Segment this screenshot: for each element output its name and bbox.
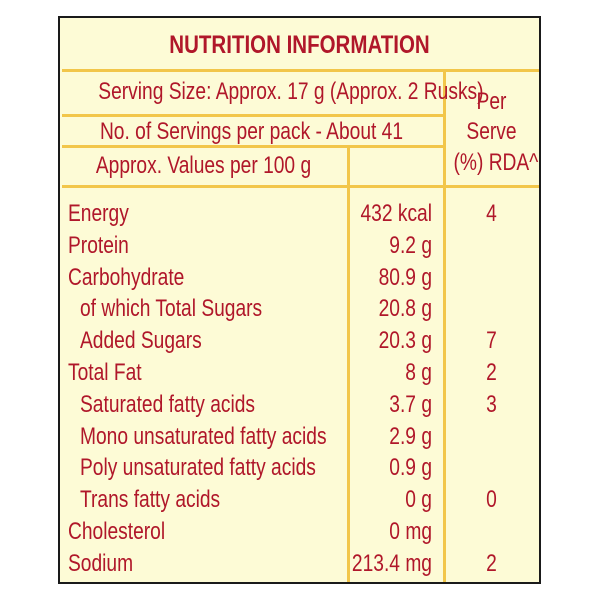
nutrient-value: 80.9 g [378, 263, 432, 291]
nutrient-rda: 3 [486, 390, 497, 418]
nutrient-name: Cholesterol [68, 518, 166, 545]
nutrient-value: 0 mg [389, 518, 432, 545]
nutrition-panel: NUTRITION INFORMATION Serving Size: Appr… [58, 16, 541, 584]
nutrient-value: 432 kcal [360, 200, 432, 227]
nutrient-rda: 0 [486, 486, 497, 514]
nutrient-value: 2.9 g [389, 422, 432, 450]
nutrient-name: Saturated fatty acids [80, 390, 256, 418]
value-column-divider [347, 145, 350, 582]
nutrient-name: Protein [68, 231, 129, 259]
nutrient-value: 213.4 mg [351, 549, 432, 577]
nutrient-name: Sodium [68, 549, 134, 577]
nutrient-rda: 7 [486, 327, 497, 355]
values-per-100g: Approx. Values per 100 g [95, 152, 312, 179]
nutrient-name: of which Total Sugars [80, 295, 263, 323]
per-serve-header-line-1: Per [476, 88, 507, 115]
nutrient-name: Total Fat [68, 359, 142, 386]
nutrient-rda: 4 [486, 200, 497, 227]
rda-column-divider [443, 69, 446, 582]
nutrient-value: 20.8 g [378, 295, 432, 323]
per-serve-header-line-2: Serve [466, 118, 517, 145]
servings-divider [62, 145, 446, 148]
nutrient-name: Poly unsaturated fatty acids [80, 454, 316, 482]
nutrient-name: Trans fatty acids [80, 486, 221, 514]
nutrient-value: 8 g [405, 359, 432, 386]
header-divider [62, 185, 539, 188]
nutrient-name: Energy [68, 200, 129, 227]
nutrient-value: 0.9 g [389, 454, 432, 482]
title-divider [62, 69, 539, 72]
nutrient-value: 20.3 g [378, 327, 432, 355]
panel-title: NUTRITION INFORMATION [169, 31, 430, 59]
nutrient-rda: 2 [486, 359, 497, 386]
nutrient-rda: 2 [486, 549, 497, 577]
nutrient-value: 0 g [405, 486, 432, 514]
serving-divider [62, 114, 446, 117]
nutrient-value: 9.2 g [389, 231, 432, 259]
nutrient-name: Added Sugars [80, 327, 202, 355]
per-serve-header-line-3: (%) RDA^ [453, 149, 539, 176]
nutrient-value: 3.7 g [389, 390, 432, 418]
nutrient-name: Carbohydrate [68, 263, 185, 291]
nutrient-name: Mono unsaturated fatty acids [80, 422, 327, 450]
servings-per-pack: No. of Servings per pack - About 41 [99, 118, 404, 145]
serving-size: Serving Size: Approx. 17 g (Approx. 2 Ru… [98, 78, 484, 105]
